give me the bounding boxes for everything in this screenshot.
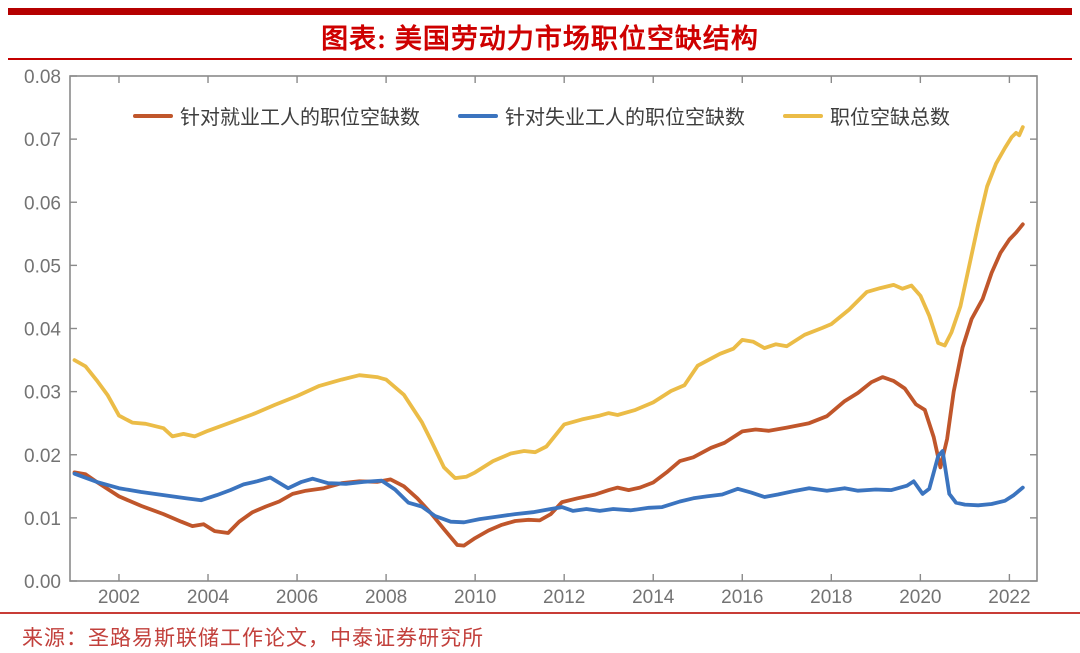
legend-label-total: 职位空缺总数 [830, 107, 950, 129]
x-tick-label: 2002 [98, 587, 140, 608]
legend-line-sample-unemployed [458, 113, 498, 118]
x-tick-label: 2012 [543, 587, 585, 608]
x-tick-label: 2010 [454, 587, 496, 608]
x-tick-label: 2020 [899, 587, 941, 608]
x-tick-label: 2008 [365, 587, 407, 608]
legend-item-total: 职位空缺总数 [783, 101, 950, 130]
y-tick-label: 0.07 [24, 130, 61, 151]
footer-divider [0, 612, 1080, 614]
source-note: 来源：圣路易斯联储工作论文，中泰证券研究所 [22, 626, 484, 650]
series-line-employed [72, 222, 1025, 548]
legend-line-sample-employed [133, 113, 173, 118]
chart-legend: 针对就业工人的职位空缺数 针对失业工人的职位空缺数 职位空缺总数 [133, 101, 950, 130]
page-title: 图表: 美国劳动力市场职位空缺结构 [321, 24, 759, 54]
y-tick-label: 0.01 [24, 509, 61, 530]
x-tick-label: 2016 [721, 587, 763, 608]
x-tick-label: 2004 [187, 587, 230, 608]
y-tick-label: 0.04 [24, 320, 61, 341]
series-line-total [72, 125, 1025, 481]
series-line-unemployed [72, 449, 1025, 525]
legend-item-employed: 针对就业工人的职位空缺数 [133, 101, 420, 130]
y-tick-label: 0.00 [24, 572, 61, 593]
header-red-bar [8, 8, 1072, 15]
legend-item-unemployed: 针对失业工人的职位空缺数 [458, 101, 745, 130]
y-tick-label: 0.02 [24, 446, 61, 467]
x-tick-label: 2014 [632, 587, 675, 608]
y-tick-label: 0.08 [24, 67, 61, 88]
y-tick-label: 0.05 [24, 256, 61, 277]
legend-label-employed: 针对就业工人的职位空缺数 [180, 107, 420, 129]
x-tick-label: 2006 [276, 587, 318, 608]
y-tick-label: 0.06 [24, 193, 61, 214]
axis-box [69, 75, 1038, 582]
y-tick-label: 0.03 [24, 383, 61, 404]
legend-line-sample-total [783, 113, 823, 118]
legend-label-unemployed: 针对失业工人的职位空缺数 [505, 107, 745, 129]
x-tick-label: 2018 [810, 587, 852, 608]
x-tick-label: 2022 [988, 587, 1030, 608]
title-underline [8, 58, 1072, 60]
